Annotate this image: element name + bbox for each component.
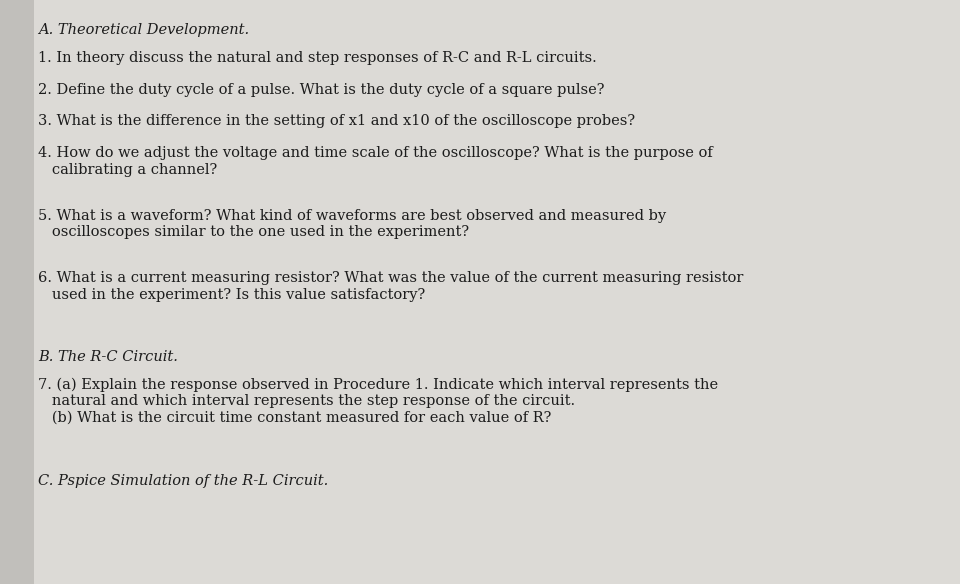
Text: 3. What is the difference in the setting of x1 and x10 of the oscilloscope probe: 3. What is the difference in the setting… (38, 114, 636, 128)
Text: 2. Define the duty cycle of a pulse. What is the duty cycle of a square pulse?: 2. Define the duty cycle of a pulse. Wha… (38, 82, 605, 96)
Text: B. The R-C Circuit.: B. The R-C Circuit. (38, 350, 179, 364)
Text: 5. What is a waveform? What kind of waveforms are best observed and measured by
: 5. What is a waveform? What kind of wave… (38, 208, 666, 239)
Text: 1. In theory discuss the natural and step responses of R-C and R-L circuits.: 1. In theory discuss the natural and ste… (38, 51, 597, 65)
Text: 4. How do we adjust the voltage and time scale of the oscilloscope? What is the : 4. How do we adjust the voltage and time… (38, 147, 713, 177)
Text: 7. (a) Explain the response observed in Procedure 1. Indicate which interval rep: 7. (a) Explain the response observed in … (38, 377, 718, 425)
Text: C. Pspice Simulation of the R-L Circuit.: C. Pspice Simulation of the R-L Circuit. (38, 474, 328, 488)
Text: 6. What is a current measuring resistor? What was the value of the current measu: 6. What is a current measuring resistor?… (38, 271, 744, 301)
Text: A. Theoretical Development.: A. Theoretical Development. (38, 23, 250, 37)
FancyBboxPatch shape (0, 0, 34, 584)
